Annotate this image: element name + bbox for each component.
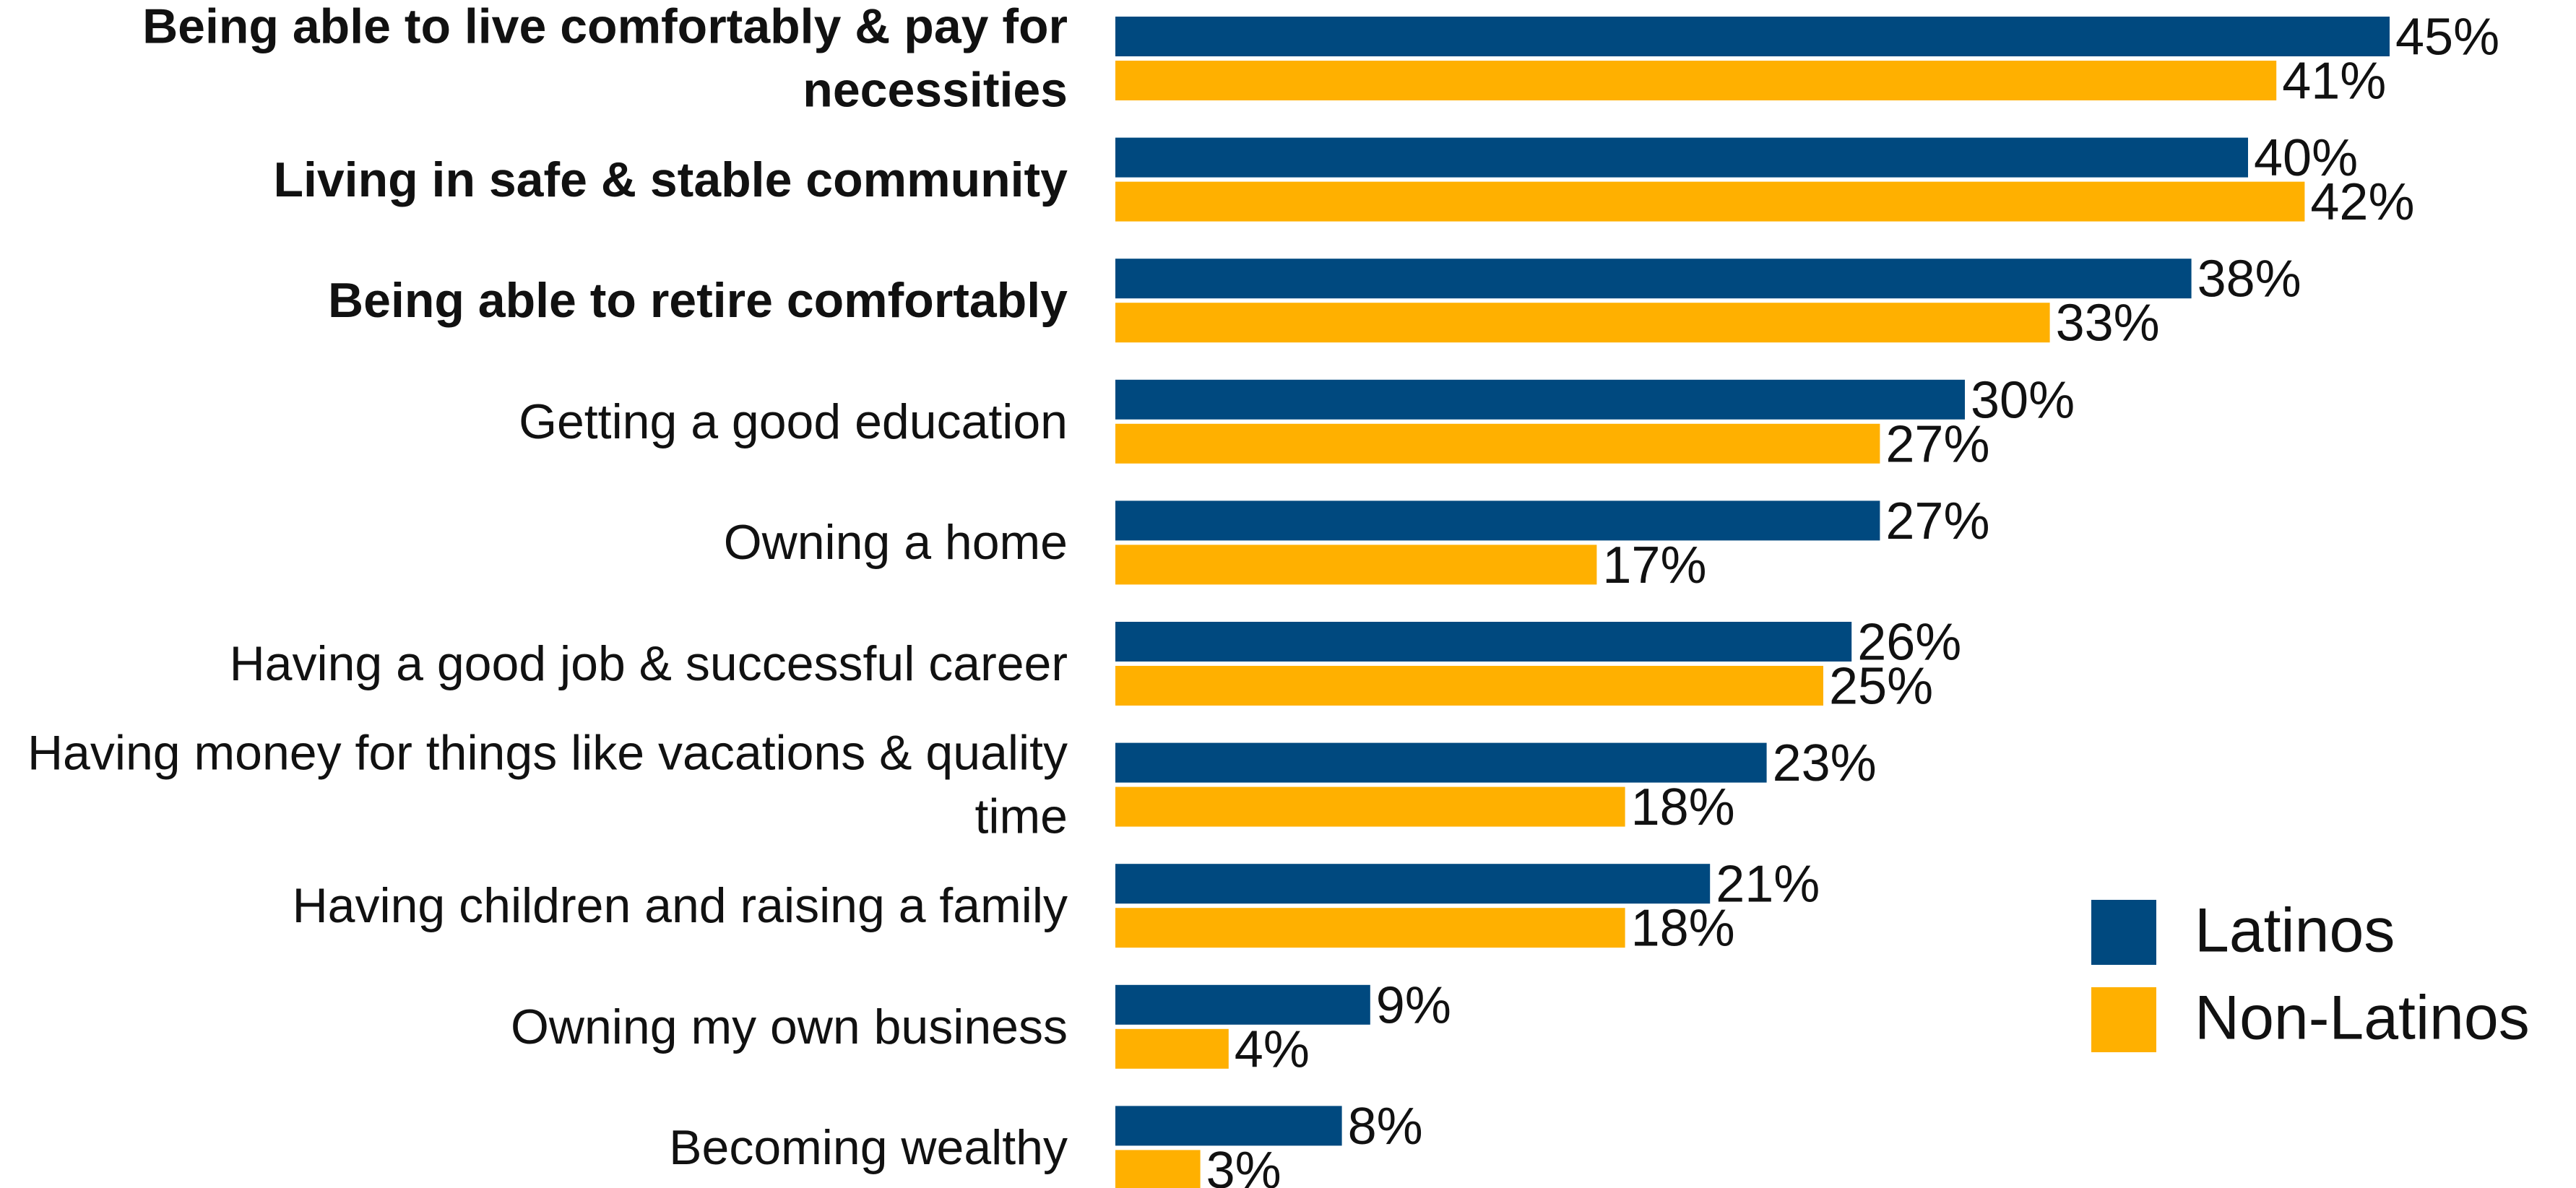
bar — [1115, 1028, 1229, 1069]
legend-swatch — [2091, 900, 2156, 965]
bar — [1115, 622, 1852, 662]
value-label: 27% — [1885, 493, 1989, 550]
value-label: 33% — [2056, 295, 2160, 352]
bar — [1115, 1106, 1342, 1146]
bar — [1115, 1150, 1201, 1188]
bar — [1115, 742, 1767, 783]
value-label: 4% — [1235, 1020, 1310, 1078]
value-label: 41% — [2282, 53, 2386, 110]
value-label: 18% — [1631, 779, 1735, 836]
bar — [1115, 500, 1880, 541]
bar — [1115, 61, 2277, 100]
bar — [1115, 786, 1625, 827]
category-label: Having a good job & successful career — [229, 636, 1068, 691]
legend-swatch — [2091, 987, 2156, 1052]
legend-label: Non-Latinos — [2195, 984, 2530, 1053]
bar — [1115, 984, 1370, 1025]
value-label: 9% — [1376, 976, 1451, 1034]
value-label: 42% — [2310, 173, 2414, 231]
category-label: Being able to retire comfortably — [328, 272, 1068, 328]
bar — [1115, 181, 2305, 222]
value-label: 8% — [1348, 1098, 1423, 1156]
value-label: 27% — [1885, 415, 1989, 473]
category-label: Having money for things like vacations &… — [27, 725, 1068, 844]
category-label: Being able to live comfortably & pay for… — [142, 0, 1068, 118]
bar — [1115, 423, 1880, 464]
bar — [1115, 17, 2390, 56]
value-label: 18% — [1631, 900, 1735, 958]
value-label: 38% — [2197, 251, 2301, 308]
legend-label: Latinos — [2195, 896, 2395, 966]
bar — [1115, 259, 2192, 299]
category-label: Owning a home — [723, 515, 1068, 571]
bar — [1115, 864, 1711, 904]
value-label: 21% — [1716, 856, 1820, 914]
value-label: 17% — [1602, 537, 1706, 594]
bar — [1115, 303, 2050, 343]
value-label: 25% — [1829, 658, 1933, 716]
value-label: 3% — [1206, 1142, 1281, 1188]
value-label: 30% — [1971, 371, 2075, 429]
category-label: Owning my own business — [510, 999, 1068, 1054]
value-label: 23% — [1773, 734, 1877, 792]
value-label: 40% — [2254, 129, 2358, 187]
value-label: 26% — [1857, 614, 1961, 672]
category-label: Living in safe & stable community — [273, 152, 1068, 207]
bar — [1115, 908, 1625, 948]
bar — [1115, 666, 1823, 706]
bar — [1115, 545, 1597, 585]
category-label: Becoming wealthy — [669, 1120, 1068, 1176]
category-label: Having children and raising a family — [292, 877, 1068, 933]
category-label: Getting a good education — [519, 394, 1068, 449]
value-label: 45% — [2395, 9, 2499, 66]
bar — [1115, 379, 1965, 420]
bar — [1115, 137, 2248, 178]
